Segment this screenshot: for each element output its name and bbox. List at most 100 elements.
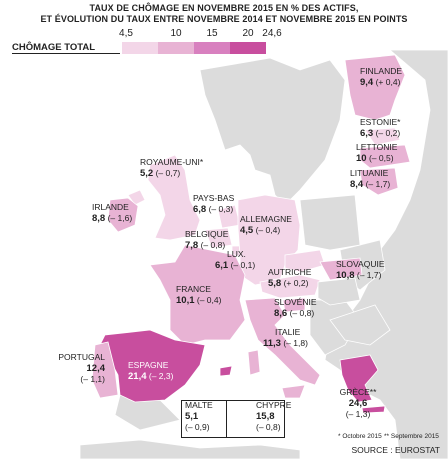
inset-chypre xyxy=(226,400,285,438)
portugal-change: (– 1,1) xyxy=(80,374,105,384)
source-label: SOURCE : EUROSTAT xyxy=(351,445,440,455)
autriche-change: (+ 0,2) xyxy=(283,278,309,288)
royaume-uni-name: ROYAUME-UNI* xyxy=(140,157,204,167)
malte-change: (– 0,9) xyxy=(185,422,210,432)
legend-boxes xyxy=(122,42,266,54)
map-title: TAUX DE CHÔMAGE EN NOVEMBRE 2015 EN % DE… xyxy=(0,3,448,25)
legend-tick-2: 10 xyxy=(170,28,182,39)
baleares-shape xyxy=(219,365,233,377)
slovaquie-name: SLOVAQUIE xyxy=(336,259,385,269)
romania-shape xyxy=(329,304,391,346)
estonie-shape xyxy=(364,127,401,146)
legend-underline xyxy=(12,53,120,54)
legend-swatch-1 xyxy=(122,42,158,54)
estonie-value: 6,3 xyxy=(360,128,374,139)
espagne-name: ESPAGNE xyxy=(128,360,169,370)
label-autriche: AUTRICHE 5,8 (+ 0,2) xyxy=(268,267,311,289)
estonie-name: ESTONIE* xyxy=(360,117,401,127)
lux-value: 6,1 xyxy=(215,260,229,271)
label-france: FRANCE 10,1 (– 0,4) xyxy=(176,284,221,306)
slovenie-value: 8,6 xyxy=(274,308,288,319)
france-change: (– 0,4) xyxy=(196,295,222,305)
lux-name: LUX. xyxy=(227,249,246,259)
france-shape xyxy=(149,244,246,346)
irlande-change: (– 1,6) xyxy=(107,213,133,223)
label-slovenie: SLOVÉNIE 8,6 (– 0,8) xyxy=(274,297,317,319)
finlande-name: FINLANDE xyxy=(360,66,403,76)
label-royaume-uni: ROYAUME-UNI* 5,2 (– 0,7) xyxy=(140,157,203,179)
label-grece: GRÈCE** 24,6 (– 1,3) xyxy=(338,387,378,420)
lituanie-name: LITUANIE xyxy=(350,168,389,178)
pays-bas-value: 6,8 xyxy=(193,204,207,215)
grece-value: 24,6 xyxy=(348,398,368,409)
royaume-uni-change: (– 0,7) xyxy=(155,168,181,178)
irlande-value: 8,8 xyxy=(92,213,106,224)
legend-swatch-3 xyxy=(194,42,230,54)
label-irlande: IRLANDE 8,8 (– 1,6) xyxy=(92,202,132,224)
portugal-shape xyxy=(91,341,119,399)
slovenie-shape xyxy=(282,297,306,313)
finlande-shape xyxy=(344,54,406,121)
irlande-name: IRLANDE xyxy=(92,202,129,212)
malte-name: MALTE xyxy=(185,400,213,410)
allemagne-value: 4,5 xyxy=(240,225,254,236)
chypre-name: CHYPRE xyxy=(256,400,292,410)
legend-tick-4: 20 xyxy=(242,28,254,39)
grece-change: (– 1,3) xyxy=(345,409,371,419)
grece-shape xyxy=(339,354,379,403)
lux-change: (– 0,1) xyxy=(230,260,256,270)
france-value: 10,1 xyxy=(176,295,195,306)
background-land xyxy=(79,49,448,459)
allemagne-change: (– 0,4) xyxy=(255,225,281,235)
autriche-shape xyxy=(259,274,321,299)
pays-bas-change: (– 0,3) xyxy=(208,204,234,214)
italie-value: 11,3 xyxy=(263,338,281,349)
slovenie-change: (– 0,8) xyxy=(289,308,315,318)
italie-change: (– 1,8) xyxy=(283,338,308,348)
portugal-name: PORTUGAL xyxy=(58,352,105,362)
label-lux: LUX. 6,1 (– 0,1) xyxy=(215,249,255,271)
belgique-shape xyxy=(204,227,233,249)
label-belgique: BELGIQUE 7,8 (– 0,8) xyxy=(185,229,228,251)
belgique-change: (– 0,8) xyxy=(200,240,226,250)
label-allemagne: ALLEMAGNE 4,5 (– 0,4) xyxy=(240,214,292,236)
label-malte: MALTE 5,1 (– 0,9) xyxy=(185,400,213,433)
footnote-septembre: ** Septembre 2015 xyxy=(384,433,439,440)
chypre-value: 15,8 xyxy=(256,411,275,422)
colored-countries xyxy=(91,54,411,414)
tcheque-shape xyxy=(284,249,326,273)
sicile-shape xyxy=(281,384,306,399)
pays-bas-name: PAYS-BAS xyxy=(193,193,235,203)
slovaquie-value: 10,8 xyxy=(336,270,355,281)
hongrie-shape xyxy=(317,277,361,306)
belgique-name: BELGIQUE xyxy=(185,229,229,239)
legend-tick-3: 15 xyxy=(206,28,218,39)
portugal-value: 12,4 xyxy=(86,363,106,374)
lituanie-shape xyxy=(359,167,399,196)
lettonie-shape xyxy=(359,144,411,169)
label-finlande: FINLANDE 9,4 (+ 0,4) xyxy=(360,66,402,88)
allemagne-name: ALLEMAGNE xyxy=(240,214,292,224)
label-slovaquie: SLOVAQUIE 10,8 (– 1,7) xyxy=(336,259,385,281)
autriche-value: 5,8 xyxy=(268,278,282,289)
belgique-value: 7,8 xyxy=(185,240,199,251)
estonie-change: (– 0,2) xyxy=(375,128,401,138)
lettonie-value: 10 xyxy=(356,153,367,164)
sardaigne-shape xyxy=(247,349,261,376)
slovaquie-shape xyxy=(319,257,363,281)
north-africa-shape xyxy=(79,439,301,459)
inset-malte xyxy=(181,400,228,438)
label-lettonie: LETTONIE 10 (– 0,5) xyxy=(356,142,397,164)
label-portugal: PORTUGAL 12,4 (– 1,1) xyxy=(57,352,105,385)
royaume-uni-value: 5,2 xyxy=(140,168,154,179)
legend-swatch-2 xyxy=(158,42,194,54)
allemagne-shape xyxy=(237,194,301,286)
crete-shape xyxy=(361,405,386,414)
footnote-octobre: * Octobre 2015 xyxy=(338,433,382,440)
italie-name: ITALIE xyxy=(275,327,301,337)
label-chypre: CHYPRE 15,8 (– 0,8) xyxy=(256,400,291,433)
chypre-change: (– 0,8) xyxy=(256,422,281,432)
label-estonie: ESTONIE* 6,3 (– 0,2) xyxy=(360,117,400,139)
